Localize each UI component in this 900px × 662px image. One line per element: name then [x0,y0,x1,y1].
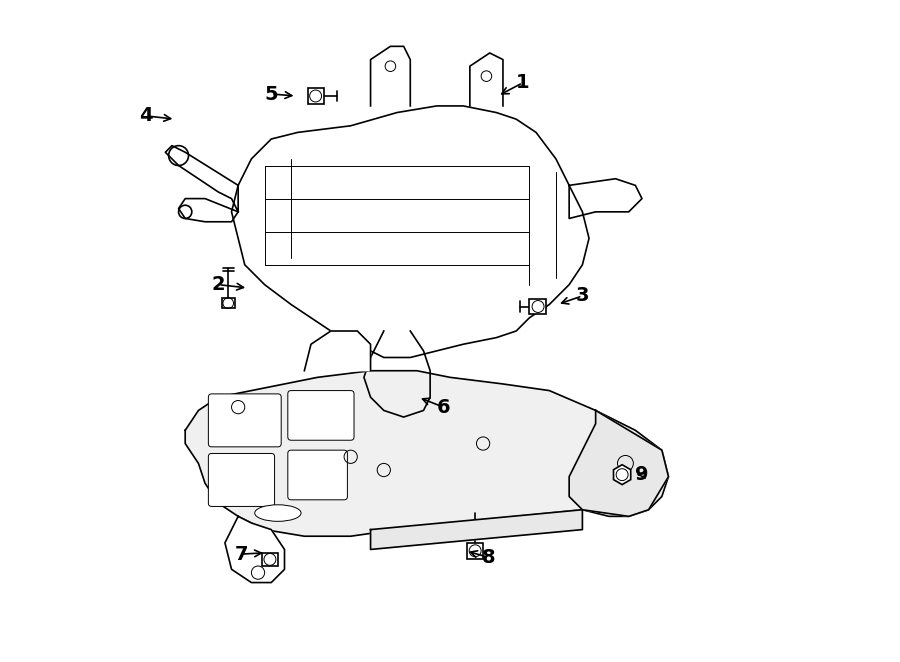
Text: 6: 6 [436,398,450,416]
Bar [308,88,324,104]
Polygon shape [166,146,238,212]
Polygon shape [569,179,642,218]
Polygon shape [225,516,284,583]
Text: 7: 7 [235,545,248,563]
Polygon shape [178,199,239,222]
Bar [467,543,483,559]
Polygon shape [371,46,410,106]
Polygon shape [470,53,503,106]
FancyBboxPatch shape [288,450,347,500]
Text: 1: 1 [516,73,529,92]
Text: 9: 9 [635,465,649,484]
Polygon shape [185,371,669,536]
Polygon shape [364,331,430,417]
Text: 2: 2 [212,275,225,294]
Text: 8: 8 [482,548,495,567]
Text: 5: 5 [265,85,278,103]
Polygon shape [371,510,582,549]
Bar [221,298,235,308]
Polygon shape [304,331,371,371]
Polygon shape [231,106,589,357]
Bar [529,299,546,314]
Ellipse shape [255,504,302,522]
FancyBboxPatch shape [288,391,354,440]
FancyBboxPatch shape [209,394,281,447]
Polygon shape [569,410,669,516]
Text: 4: 4 [139,107,152,125]
Text: 3: 3 [576,287,590,305]
Bar [262,553,278,566]
FancyBboxPatch shape [209,453,274,506]
